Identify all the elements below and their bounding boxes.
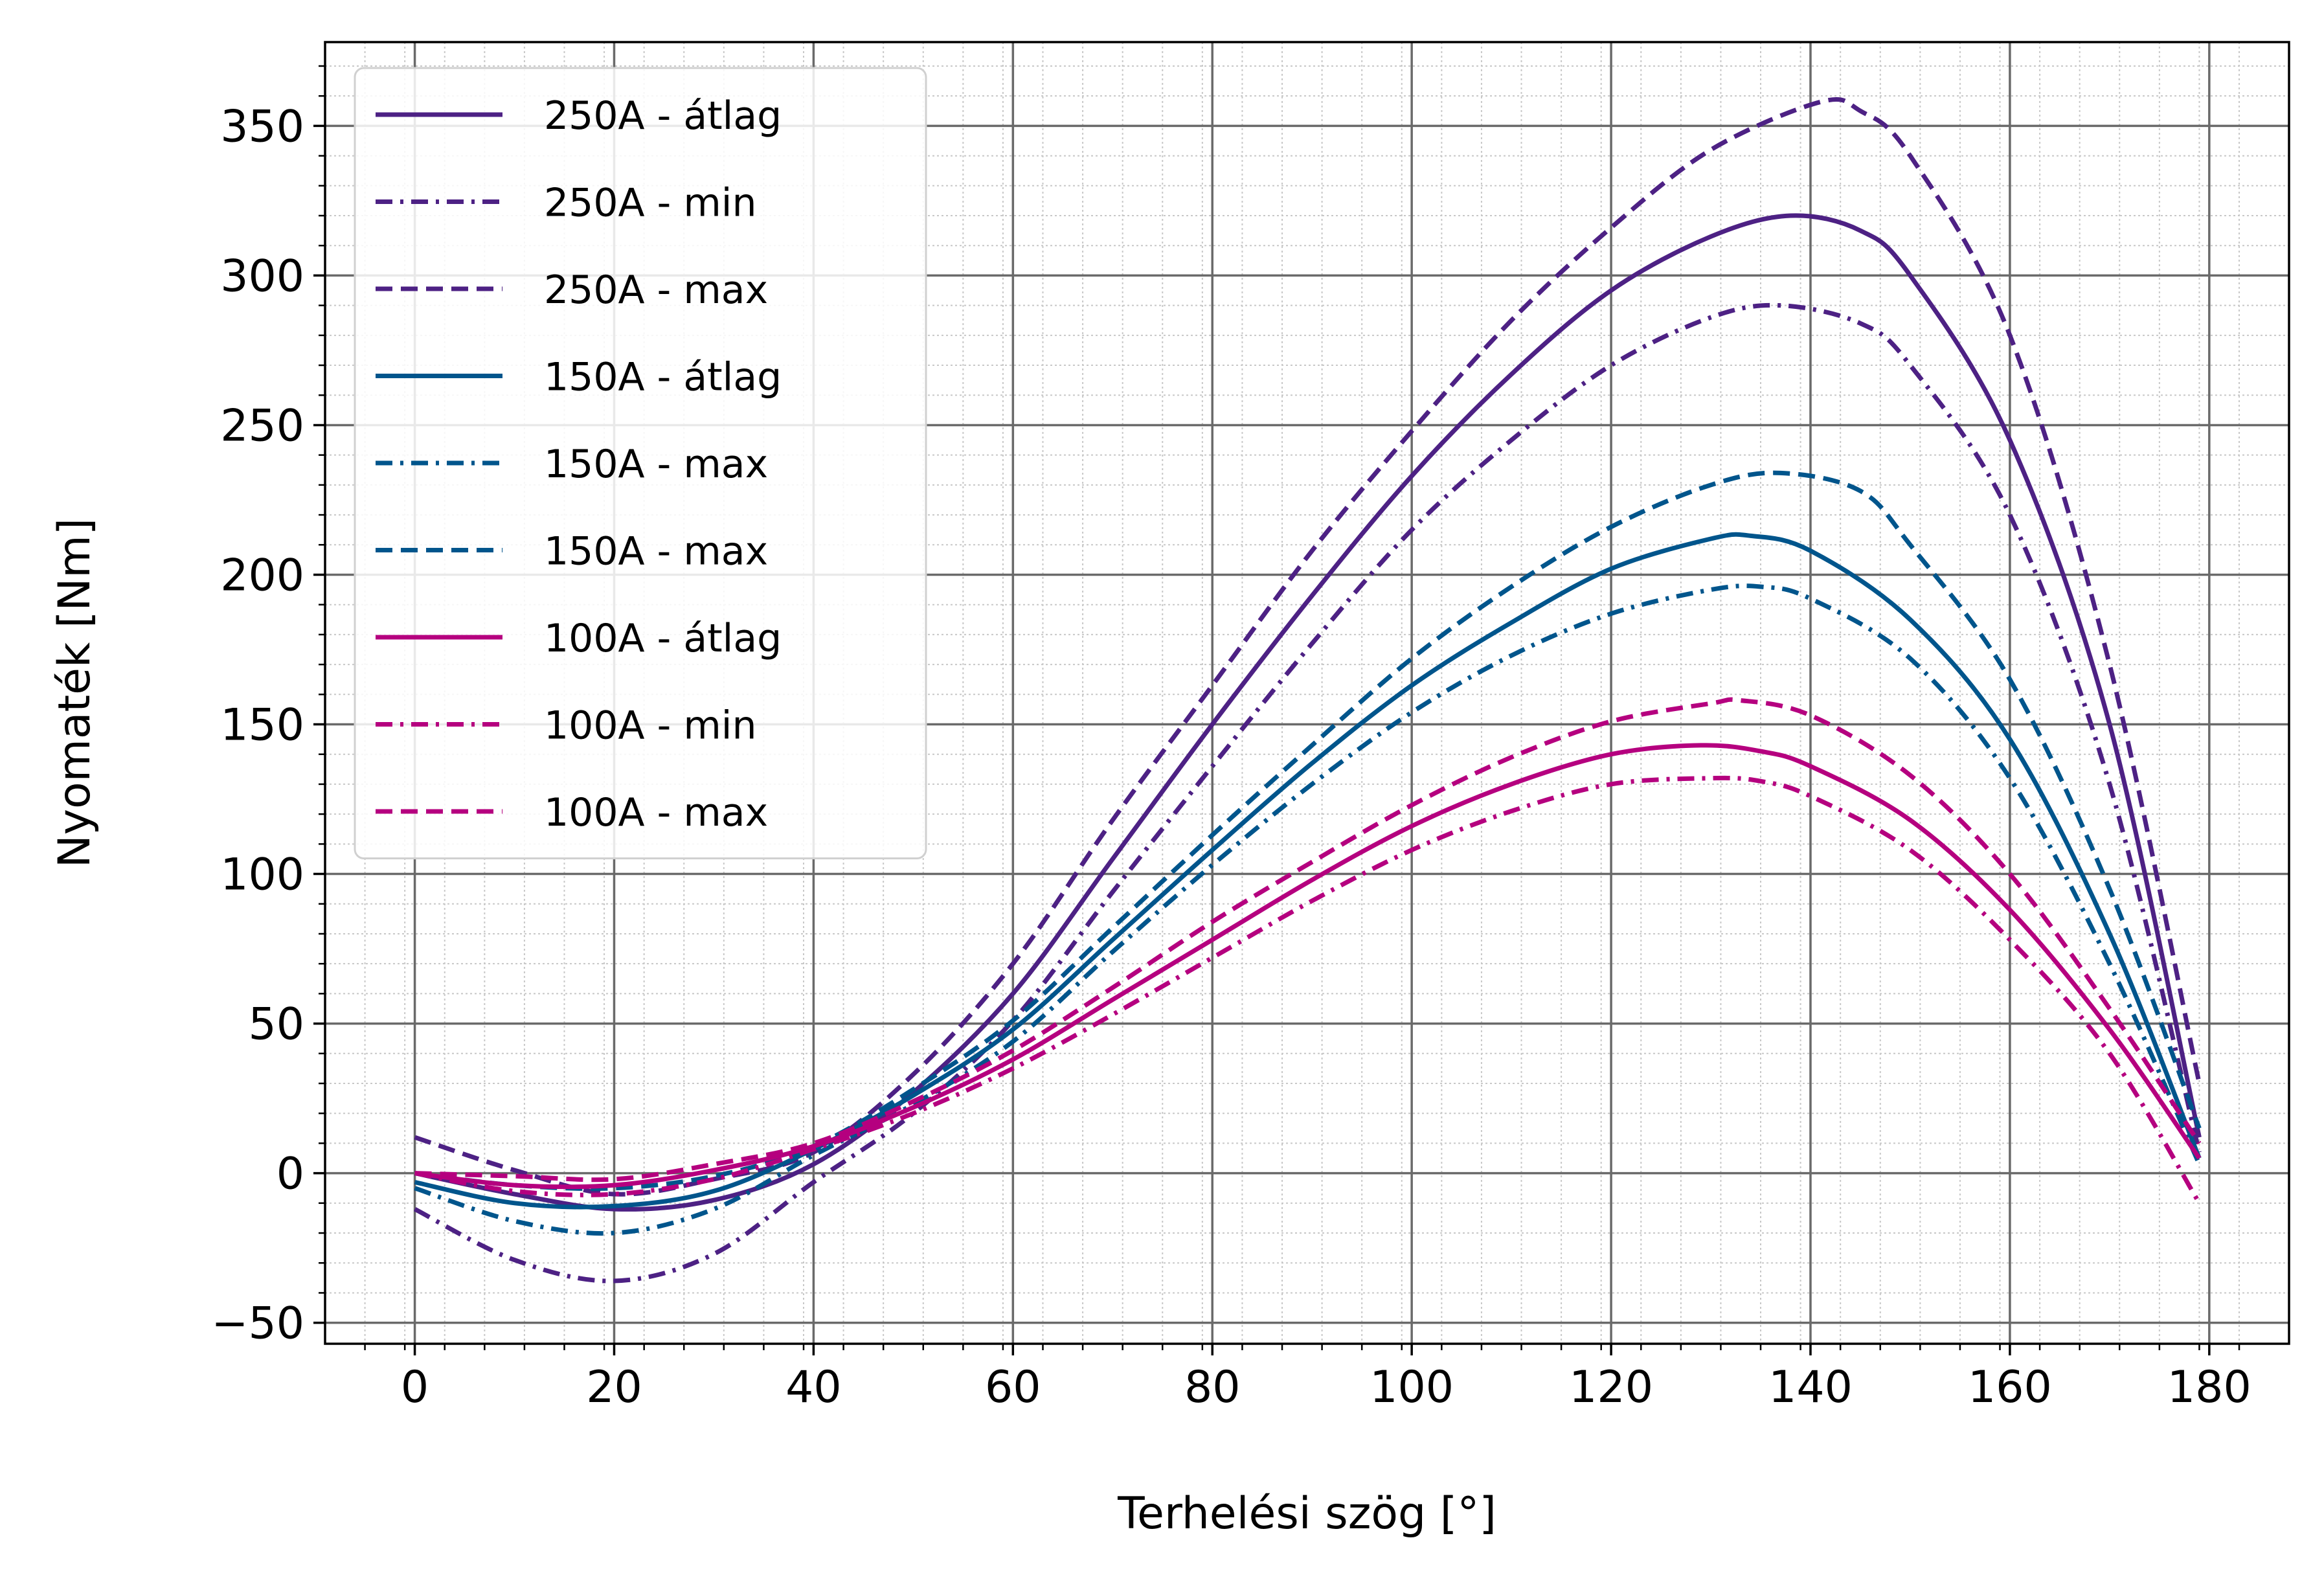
y-axis-label: Nyomaték [Nm] (49, 518, 100, 868)
legend-box (354, 67, 927, 859)
x-tick-label: 120 (1569, 1362, 1653, 1413)
y-tick-label: 0 (276, 1149, 304, 1200)
legend-entry-label: 100A - max (544, 790, 768, 835)
legend-entry-label: 150A - max (544, 529, 768, 574)
legend-entry-label: 250A - min (544, 181, 757, 226)
legend-entry-label: 250A - max (544, 267, 768, 313)
x-tick-label: 100 (1370, 1362, 1454, 1413)
legend-entry-label: 100A - min (544, 703, 757, 749)
x-tick-label: 40 (785, 1362, 842, 1413)
series-line-4 (414, 532, 2202, 1210)
legend-entry-label: 100A - átlag (544, 616, 782, 661)
tick-labels: 0 20 40 60 80 100 120 140 160 180 −50 0 50 100 150 200 2… (211, 101, 2251, 1413)
y-tick-label: −50 (211, 1298, 304, 1350)
x-axis-label: Terhelési szög [°] (1117, 1488, 1496, 1539)
series-line-5 (414, 583, 2202, 1236)
y-tick-label: 150 (220, 700, 304, 751)
series-layer (414, 96, 2202, 1284)
x-tick-label: 140 (1768, 1362, 1853, 1413)
y-tick-label: 300 (220, 251, 304, 302)
plot-frame (324, 41, 2290, 1345)
series-line-2 (414, 302, 2202, 1284)
x-tick-label: 20 (586, 1362, 642, 1413)
series-line-1 (414, 213, 2202, 1212)
legend: 250A - átlag 250A - min 250A - max 150A - á… (354, 67, 927, 859)
series-line-8 (414, 775, 2202, 1205)
y-tick-label: 200 (220, 550, 304, 601)
series-line-9 (414, 697, 2202, 1182)
x-tick-label: 0 (401, 1362, 429, 1413)
series-line-7 (414, 743, 2202, 1190)
x-tick-label: 160 (1968, 1362, 2052, 1413)
legend-entry-label: 150A - átlag (544, 355, 782, 400)
x-tick-label: 180 (2167, 1362, 2251, 1413)
y-tick-label: 50 (248, 999, 304, 1050)
legend-entry-label: 250A - átlag (544, 93, 782, 139)
x-tick-label: 60 (985, 1362, 1041, 1413)
legend-entry-label: 150A - max (544, 442, 768, 487)
y-tick-label: 100 (220, 850, 304, 901)
x-tick-label: 80 (1184, 1362, 1241, 1413)
y-tick-label: 350 (220, 101, 304, 152)
axis-ticks (313, 65, 2240, 1355)
y-tick-label: 250 (220, 400, 304, 451)
